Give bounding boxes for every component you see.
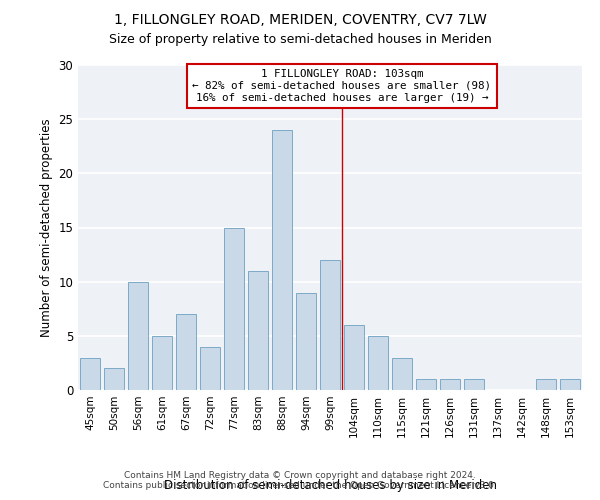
Text: 1, FILLONGLEY ROAD, MERIDEN, COVENTRY, CV7 7LW: 1, FILLONGLEY ROAD, MERIDEN, COVENTRY, C… (113, 12, 487, 26)
Bar (536, 379, 556, 390)
Bar (128, 282, 148, 390)
Bar (320, 260, 340, 390)
Bar (440, 379, 460, 390)
Bar (176, 314, 196, 390)
Text: Contains HM Land Registry data © Crown copyright and database right 2024.
Contai: Contains HM Land Registry data © Crown c… (103, 470, 497, 490)
Bar (152, 336, 172, 390)
X-axis label: Distribution of semi-detached houses by size in Meriden: Distribution of semi-detached houses by … (163, 478, 497, 492)
Bar (200, 346, 220, 390)
Bar (392, 358, 412, 390)
Bar (272, 130, 292, 390)
Bar (248, 271, 268, 390)
Bar (416, 379, 436, 390)
Bar (560, 379, 580, 390)
Bar (104, 368, 124, 390)
Text: Size of property relative to semi-detached houses in Meriden: Size of property relative to semi-detach… (109, 32, 491, 46)
Bar (296, 292, 316, 390)
Bar (344, 325, 364, 390)
Y-axis label: Number of semi-detached properties: Number of semi-detached properties (40, 118, 53, 337)
Text: 1 FILLONGLEY ROAD: 103sqm
← 82% of semi-detached houses are smaller (98)
16% of : 1 FILLONGLEY ROAD: 103sqm ← 82% of semi-… (193, 70, 491, 102)
Bar (80, 358, 100, 390)
Bar (224, 228, 244, 390)
Bar (368, 336, 388, 390)
Bar (464, 379, 484, 390)
